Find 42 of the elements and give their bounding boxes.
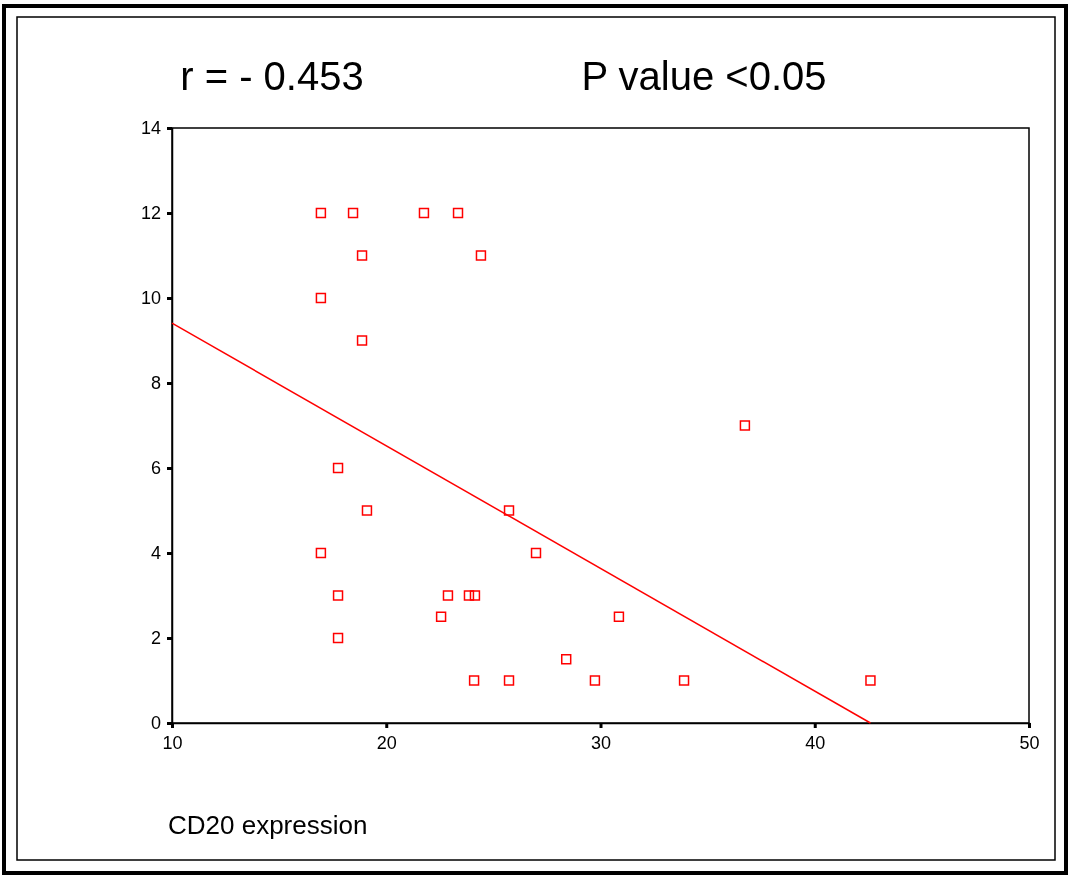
point (332, 632, 344, 644)
x-tick-label: 50 (1019, 732, 1040, 753)
text: P value <0.05 (581, 54, 827, 98)
point (418, 207, 430, 219)
y-tick-label: 12 (140, 203, 161, 224)
point (503, 505, 515, 516)
y-tick-label: 0 (150, 713, 161, 734)
point (356, 335, 368, 346)
y-tick-label: 4 (150, 543, 161, 564)
y-tick-label: 10 (140, 288, 161, 309)
point (589, 675, 601, 686)
point (503, 675, 515, 686)
point (475, 250, 487, 261)
point (865, 675, 876, 686)
point (356, 250, 368, 261)
point (332, 590, 344, 601)
x-tick-label: 30 (590, 732, 612, 753)
y-tick-label: 8 (150, 373, 161, 394)
x-tick-label: 40 (805, 732, 826, 753)
point (315, 547, 327, 559)
text: r = - 0.453 (180, 54, 364, 98)
point (613, 611, 625, 622)
point (561, 654, 572, 665)
point (435, 611, 447, 622)
point (468, 675, 480, 686)
x-tick-label: 20 (376, 732, 397, 753)
x-axis-title: CD20 expression (168, 810, 368, 840)
point (361, 505, 373, 516)
point (442, 590, 454, 601)
point (315, 207, 327, 219)
point (739, 420, 751, 431)
y-tick-label: 14 (140, 118, 161, 139)
point (347, 207, 359, 219)
point (315, 292, 327, 304)
y-tick-label: 2 (150, 628, 161, 649)
point (678, 675, 690, 686)
point (530, 547, 542, 559)
point (463, 590, 475, 601)
y-tick-label: 6 (150, 458, 161, 479)
point (452, 207, 464, 219)
point (469, 590, 481, 601)
point (332, 462, 344, 474)
